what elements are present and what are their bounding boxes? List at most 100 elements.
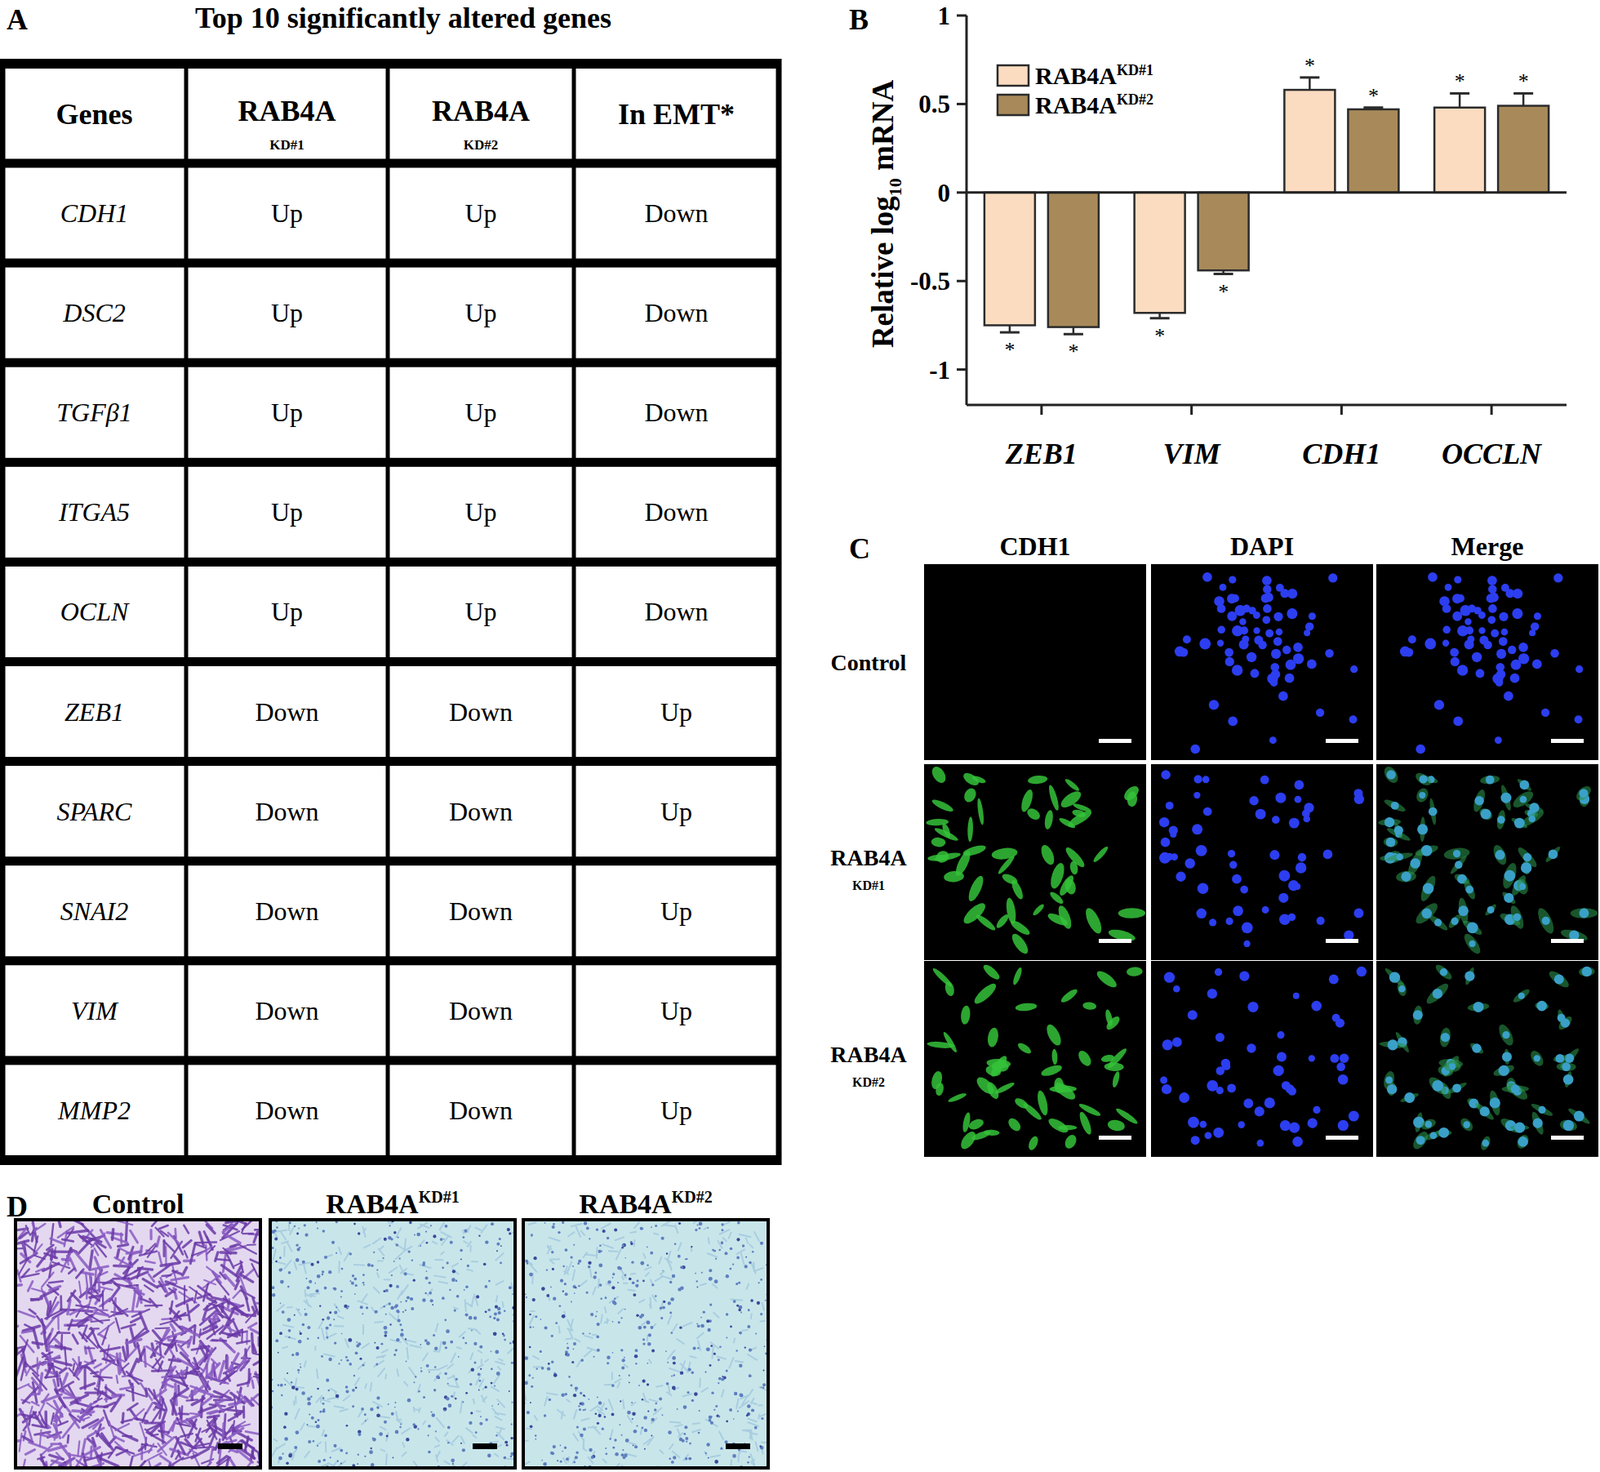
cell — [176, 1298, 192, 1307]
nucleus — [1421, 844, 1433, 857]
nucleus — [1416, 1135, 1426, 1145]
texture — [452, 1435, 459, 1443]
cell — [239, 1275, 246, 1293]
nucleus — [1170, 853, 1178, 861]
cell — [112, 1229, 114, 1240]
micrograph-background — [924, 960, 1147, 1157]
cell — [202, 1275, 220, 1289]
texture — [372, 1401, 383, 1407]
cell — [1386, 1081, 1397, 1097]
nucleus — [1265, 629, 1274, 638]
nucleus — [1208, 918, 1217, 926]
cell — [1082, 1001, 1098, 1011]
cell — [994, 912, 1011, 930]
table-rule — [0, 58, 6, 1165]
nucleus — [1568, 929, 1579, 940]
cell — [333, 1311, 338, 1315]
cell — [148, 1444, 154, 1454]
texture — [497, 1366, 501, 1371]
cell — [925, 817, 949, 827]
cell — [148, 1274, 155, 1282]
micrograph — [924, 960, 1147, 1157]
cell — [57, 1331, 70, 1334]
nucleus — [1160, 769, 1170, 779]
texture — [480, 1224, 488, 1234]
nucleus — [1178, 648, 1188, 658]
cell — [73, 1363, 75, 1370]
nucleus — [1528, 815, 1536, 823]
nucleus — [1284, 673, 1295, 684]
texture — [467, 1328, 478, 1330]
table-cell: Up — [464, 497, 497, 527]
cell — [21, 1362, 26, 1380]
cell — [311, 1416, 315, 1420]
micrograph-background — [924, 564, 1147, 760]
texture — [276, 1443, 286, 1449]
cell — [385, 1313, 387, 1316]
cell — [115, 1257, 133, 1267]
nucleus — [1253, 626, 1260, 634]
error-cap — [1063, 333, 1084, 336]
texture — [400, 1284, 409, 1295]
nucleus — [1497, 815, 1506, 824]
nucleus — [1239, 971, 1249, 982]
cell — [31, 1230, 34, 1241]
cell — [66, 1435, 71, 1443]
cell — [52, 1460, 67, 1465]
cell — [494, 1350, 499, 1355]
nucleus — [1187, 1009, 1198, 1020]
cell — [983, 1128, 1000, 1136]
cell — [316, 1260, 320, 1263]
y-tick — [956, 14, 967, 18]
cell — [942, 1030, 960, 1054]
nucleus — [1533, 1054, 1541, 1062]
nucleus — [1276, 1051, 1287, 1062]
texture — [286, 1306, 293, 1308]
cell — [160, 1344, 161, 1356]
nucleus — [1248, 795, 1258, 805]
cell — [140, 1422, 147, 1441]
cell — [93, 1438, 96, 1447]
cell — [406, 1295, 410, 1299]
cell — [190, 1304, 199, 1312]
cell — [354, 1293, 356, 1295]
y-tick-label: 0 — [937, 178, 952, 208]
text-part: Control — [92, 1188, 185, 1219]
cell — [225, 1275, 235, 1286]
figure: ATop 10 significantly altered genesGenes… — [0, 0, 1600, 1472]
cell — [993, 1080, 1016, 1096]
texture — [408, 1366, 417, 1377]
cell — [1412, 1004, 1423, 1025]
texture — [294, 1395, 297, 1404]
cell — [1468, 1040, 1485, 1056]
texture — [447, 1363, 454, 1369]
cell — [236, 1340, 250, 1343]
nucleus — [1262, 615, 1271, 624]
nucleus — [1215, 1032, 1225, 1042]
cell — [1552, 1053, 1568, 1063]
cell — [252, 1333, 254, 1352]
header-sub: KD#2 — [463, 137, 499, 153]
cell — [1082, 906, 1105, 937]
nucleus — [1184, 857, 1196, 869]
cell — [155, 1407, 165, 1410]
cell — [217, 1456, 227, 1463]
nucleus — [1262, 585, 1272, 595]
texture — [377, 1355, 385, 1359]
texture — [333, 1303, 340, 1312]
micrograph — [1151, 564, 1374, 760]
texture — [465, 1298, 467, 1312]
cell — [80, 1271, 94, 1275]
nucleus — [1195, 908, 1207, 920]
cell — [105, 1387, 116, 1396]
texture — [370, 1382, 373, 1392]
cell — [183, 1225, 189, 1234]
texture — [401, 1427, 412, 1434]
table-cell: Down — [448, 896, 513, 926]
cell — [1413, 786, 1431, 805]
panel-label: B — [848, 3, 869, 36]
cell — [314, 1282, 316, 1285]
texture — [495, 1426, 506, 1430]
cell — [123, 1346, 127, 1360]
nucleus — [1262, 604, 1272, 614]
